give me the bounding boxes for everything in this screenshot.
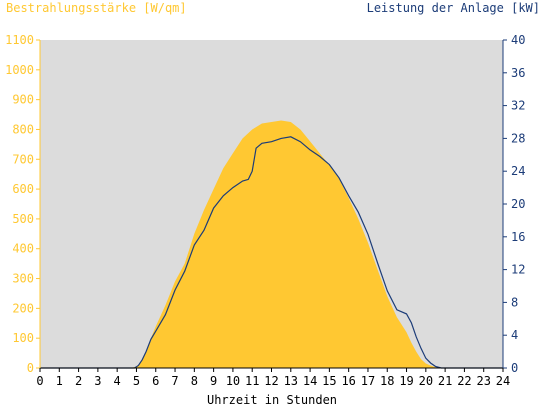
x-tick-label: 23 — [476, 374, 490, 388]
x-tick-label: 8 — [191, 374, 198, 388]
x-tick-label: 24 — [496, 374, 510, 388]
series-layer — [40, 120, 503, 369]
right-tick-label: 32 — [511, 99, 525, 113]
x-tick-label: 0 — [36, 374, 43, 388]
x-tick-label: 21 — [438, 374, 452, 388]
x-tick-label: 20 — [419, 374, 433, 388]
x-tick-label: 16 — [341, 374, 355, 388]
left-tick-label: 100 — [12, 331, 34, 345]
left-axis-title: Bestrahlungsstärke [W/qm] — [6, 1, 187, 15]
x-tick-label: 11 — [245, 374, 259, 388]
axis-layer: 0100200300400500600700800900100011000481… — [5, 33, 525, 388]
power-line — [40, 136, 503, 369]
irradiance-area — [40, 120, 503, 368]
left-tick-label: 0 — [27, 361, 34, 375]
x-tick-label: 19 — [399, 374, 413, 388]
right-tick-label: 4 — [511, 328, 518, 342]
left-tick-label: 400 — [12, 242, 34, 256]
left-tick-label: 700 — [12, 152, 34, 166]
left-tick-label: 600 — [12, 182, 34, 196]
left-tick-label: 1100 — [5, 33, 34, 47]
x-tick-label: 1 — [56, 374, 63, 388]
right-tick-label: 40 — [511, 33, 525, 47]
x-tick-label: 12 — [264, 374, 278, 388]
right-tick-label: 0 — [511, 361, 518, 375]
left-tick-label: 900 — [12, 93, 34, 107]
right-tick-label: 20 — [511, 197, 525, 211]
left-tick-label: 800 — [12, 122, 34, 136]
x-tick-label: 2 — [75, 374, 82, 388]
x-tick-label: 9 — [210, 374, 217, 388]
x-tick-label: 15 — [322, 374, 336, 388]
x-tick-label: 5 — [133, 374, 140, 388]
right-tick-label: 12 — [511, 263, 525, 277]
x-axis-title: Uhrzeit in Stunden — [206, 393, 338, 407]
x-tick-label: 3 — [94, 374, 101, 388]
x-tick-label: 7 — [171, 374, 178, 388]
right-tick-label: 36 — [511, 66, 525, 80]
x-tick-label: 4 — [114, 374, 121, 388]
left-tick-label: 1000 — [5, 63, 34, 77]
x-tick-label: 13 — [284, 374, 298, 388]
left-tick-label: 200 — [12, 301, 34, 315]
x-tick-label: 6 — [152, 374, 159, 388]
x-tick-label: 22 — [457, 374, 471, 388]
right-tick-label: 16 — [511, 230, 525, 244]
left-tick-label: 300 — [12, 272, 34, 286]
left-tick-label: 500 — [12, 212, 34, 226]
right-tick-label: 24 — [511, 164, 525, 178]
right-tick-label: 28 — [511, 131, 525, 145]
right-tick-label: 8 — [511, 295, 518, 309]
right-axis-title: Leistung der Anlage [kW] — [366, 1, 540, 15]
x-tick-label: 17 — [361, 374, 375, 388]
x-tick-label: 10 — [226, 374, 240, 388]
x-tick-label: 18 — [380, 374, 394, 388]
x-tick-label: 14 — [303, 374, 317, 388]
